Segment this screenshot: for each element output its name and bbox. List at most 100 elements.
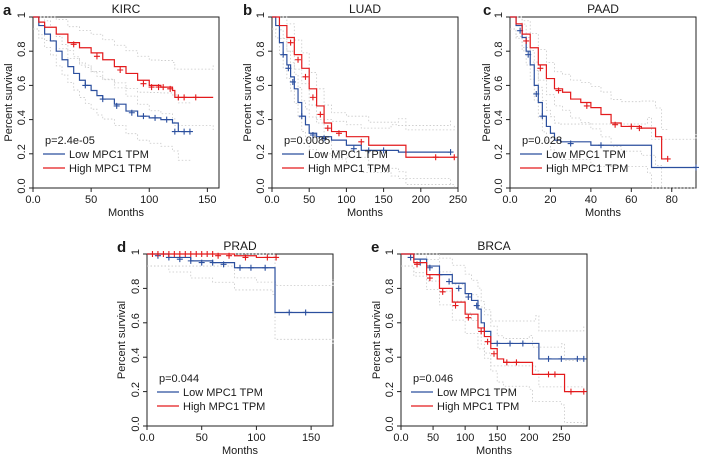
censor-mark-high [171, 251, 178, 257]
censor-mark-low [558, 355, 565, 362]
censor-mark-high [452, 302, 459, 309]
x-axis-label: Months [347, 207, 384, 219]
censor-mark-low [280, 51, 287, 58]
censor-mark-high [226, 252, 233, 259]
censor-mark-high [491, 350, 497, 357]
panel-b: b LUAD 0.0 0.2 0.4 0.6 0.8 1 0.0 50 100 150 200 250 Mo… [242, 2, 467, 219]
censor-mark-low [298, 113, 305, 120]
censor-mark-low [302, 309, 309, 316]
censor-mark-low [447, 149, 454, 156]
ci-band-upper-1 [401, 253, 585, 362]
censor-mark-high [335, 130, 342, 137]
legend-label-high: High MPC1 TPM [546, 163, 628, 175]
censor-mark-low [365, 147, 372, 154]
p-value: p=0.028 [522, 135, 562, 147]
censor-mark-high [287, 39, 294, 46]
panel-letter: d [117, 239, 126, 256]
plot-frame [271, 16, 459, 189]
censor-mark-low [286, 309, 293, 316]
censor-mark-high [181, 94, 188, 101]
y-tick-label: 0.4 [493, 110, 505, 125]
censor-mark-low [574, 355, 581, 362]
censor-mark-high [465, 314, 472, 321]
y-tick-label: 0.0 [384, 416, 396, 431]
censor-mark-low [181, 128, 188, 135]
censor-mark-high [215, 252, 222, 259]
censor-mark-low [525, 51, 532, 58]
censor-mark-low [597, 142, 604, 149]
censor-mark-low [350, 145, 357, 152]
censor-mark-low [533, 90, 540, 97]
censor-mark-low [465, 294, 472, 300]
censor-mark-low [473, 302, 480, 309]
x-axis-label: Months [585, 207, 622, 219]
censor-mark-high [264, 254, 271, 261]
censor-mark-low [693, 164, 699, 171]
ci-band-upper-1 [272, 16, 455, 131]
censor-mark-high [503, 359, 510, 366]
x-tick-label: 250 [552, 432, 570, 444]
p-value: p=0.046 [413, 373, 453, 385]
censor-mark-high [580, 388, 587, 395]
ci-band-lower-1 [33, 28, 214, 131]
x-tick-label: 200 [412, 194, 430, 206]
censor-mark-low [209, 259, 216, 266]
censor-mark-high [167, 85, 174, 92]
censor-mark-high [295, 56, 302, 63]
y-tick-label: 0.6 [130, 313, 142, 328]
censor-mark-high [70, 41, 77, 48]
censor-mark-low [262, 264, 269, 271]
censor-mark-high [513, 359, 520, 366]
censor-mark-low [455, 285, 462, 292]
y-tick-label: 0.4 [16, 110, 28, 125]
y-tick-label: 0.2 [130, 382, 142, 397]
panel-title: PRAD [223, 239, 257, 253]
y-axis-label: Percent survival [242, 63, 254, 141]
censor-mark-high [545, 371, 552, 378]
censor-mark-low [285, 65, 292, 72]
survival-curve-low [147, 253, 333, 314]
y-tick-label: 0.8 [16, 42, 28, 57]
x-tick-label: 0.0 [264, 194, 279, 206]
censor-mark-low [309, 131, 316, 138]
y-axis-label: Percent survival [3, 63, 15, 141]
censor-mark-high [567, 388, 574, 395]
censor-mark-low [321, 135, 328, 142]
y-tick-label: 0.0 [16, 178, 28, 193]
censor-mark-low [446, 278, 453, 285]
censor-mark-high [273, 254, 280, 261]
censor-mark-low [426, 264, 433, 271]
y-tick-label: 0.8 [255, 42, 267, 57]
x-tick-label: 150 [374, 194, 392, 206]
censor-mark-low [545, 355, 552, 362]
censor-mark-high [426, 275, 433, 282]
censor-mark-low [176, 256, 183, 263]
censor-mark-high [302, 73, 309, 80]
censor-mark-high [439, 288, 446, 295]
x-tick-label: 0.0 [502, 194, 517, 206]
panel-c: c PAAD 0.0 0.2 0.4 0.6 0.8 1 0.0 20 40 60 80 Months Pe… [481, 2, 699, 219]
censor-mark-low [580, 355, 587, 362]
ci-band-lower-1 [147, 265, 277, 285]
censor-mark-high [432, 154, 439, 161]
legend-label-high: High MPC1 TPM [437, 401, 519, 413]
legend-label-high: High MPC1 TPM [308, 163, 390, 175]
legend-label-low: Low MPC1 TPM [69, 149, 149, 161]
y-tick-label: 0.6 [493, 76, 505, 91]
y-tick-label: 0.2 [493, 144, 505, 159]
censor-mark-high [176, 251, 183, 257]
censor-mark-high [551, 371, 558, 378]
x-tick-label: 0.0 [393, 432, 408, 444]
y-tick-label: 0.6 [16, 76, 28, 91]
plot-frame [32, 16, 220, 189]
x-tick-label: 50 [427, 432, 439, 444]
censor-mark-high [537, 65, 544, 72]
x-tick-label: 50 [303, 194, 315, 206]
y-axis-label: Percent survival [481, 63, 493, 141]
ci-band-lower-0 [147, 265, 334, 347]
plot-frame [509, 16, 697, 189]
x-tick-label: 60 [625, 194, 637, 206]
censor-mark-low [494, 340, 501, 347]
panel-letter: e [371, 239, 379, 256]
